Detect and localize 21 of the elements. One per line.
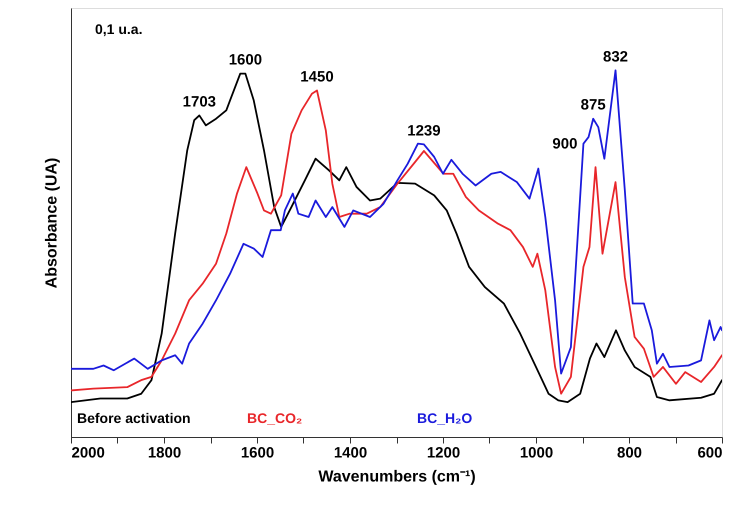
text: BC_H₂O [417,410,472,426]
text: 0,1 u.a. [95,21,142,37]
x-tick-label: 600 [697,444,722,462]
x-tick-label: 1400 [334,444,368,462]
annotation: 1450 [300,68,334,86]
x-tick-label: 1200 [426,444,460,462]
x-tick-label: 800 [616,444,642,462]
x-tick-label: 2000 [72,444,105,462]
annotation: 1239 [407,122,441,140]
annotation: 900 [552,136,578,153]
annotation: 875 [580,96,606,114]
annotation: 1703 [182,93,216,110]
x-tick-label: 1800 [148,444,182,462]
x-tick-label: 1600 [240,444,274,462]
x-tick-label: 1000 [520,444,554,462]
text: BC_CO₂ [247,410,302,426]
y-axis-title: Absorbance (UA) [44,158,60,288]
x-axis-title: Wavenumbers (cm⁻¹) [318,468,476,486]
annotation: 832 [603,48,628,66]
series-label: Before activation [77,410,191,426]
annotation: 1600 [228,52,262,69]
